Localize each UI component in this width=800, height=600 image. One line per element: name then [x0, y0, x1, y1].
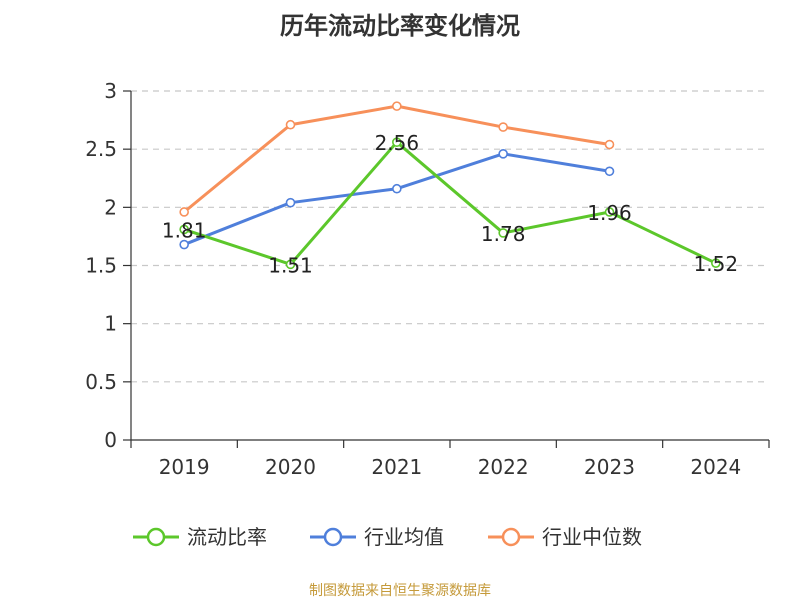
- data-point[interactable]: [498, 149, 508, 159]
- legend-marker-icon: [146, 527, 166, 547]
- legend-item[interactable]: 行业中位数: [488, 525, 642, 549]
- legend-item[interactable]: 行业均值: [310, 525, 444, 549]
- legend-item[interactable]: 流动比率: [133, 525, 267, 549]
- data-point[interactable]: [285, 259, 296, 270]
- data-label: 1.78: [481, 222, 526, 246]
- data-point[interactable]: [179, 207, 189, 217]
- series-line: [183, 104, 610, 214]
- x-tick-label: 2020: [265, 455, 316, 479]
- y-tick-label: 0.5: [85, 370, 117, 394]
- data-point[interactable]: [179, 239, 189, 250]
- data-label: 1.52: [694, 252, 739, 276]
- y-tick-label: 3: [104, 79, 117, 103]
- legend[interactable]: 流动比率 行业均值 行业中位数: [133, 525, 642, 549]
- source-note: 制图数据来自恒生聚源数据库: [309, 583, 491, 599]
- data-label: 1.96: [587, 201, 632, 225]
- data-point[interactable]: [711, 258, 721, 268]
- series-line: [183, 152, 610, 246]
- data-point[interactable]: [604, 166, 615, 177]
- data-point[interactable]: [392, 137, 402, 147]
- chart-title: 历年流动比率变化情况: [280, 12, 520, 40]
- legend-label: 行业均值: [364, 525, 444, 549]
- x-tick-label: 2023: [584, 455, 635, 479]
- data-labels: 1.81 1.51 2.56 1.78 1.96 1.52: [162, 131, 738, 277]
- data-point[interactable]: [285, 119, 296, 130]
- legend-marker-icon: [501, 527, 521, 547]
- data-point[interactable]: [604, 207, 615, 217]
- data-point[interactable]: [179, 224, 189, 235]
- series-lines: [179, 101, 721, 270]
- x-tick-label: 2022: [478, 455, 529, 479]
- legend-label: 流动比率: [187, 525, 267, 549]
- legend-marker-icon: [323, 527, 343, 547]
- data-point[interactable]: [604, 139, 615, 150]
- y-tick-label: 2.5: [85, 137, 117, 161]
- y-tick-label: 1: [104, 312, 117, 336]
- data-point[interactable]: [498, 228, 508, 238]
- data-label: 1.51: [268, 253, 313, 277]
- legend-label: 行业中位数: [542, 525, 642, 549]
- y-tick-label: 0: [104, 428, 117, 452]
- data-point[interactable]: [498, 122, 508, 132]
- data-label: 1.81: [162, 218, 207, 242]
- y-tick-label: 2: [104, 195, 117, 219]
- data-point[interactable]: [392, 183, 402, 194]
- series-line: [183, 140, 717, 266]
- grid-lines: [131, 90, 769, 383]
- x-tick-label: 2024: [690, 455, 741, 479]
- x-tick-label: 2021: [371, 455, 422, 479]
- x-tick-label: 2019: [159, 455, 210, 479]
- data-point[interactable]: [392, 101, 402, 111]
- y-tick-label: 1.5: [85, 254, 117, 278]
- data-label: 2.56: [375, 131, 420, 155]
- data-point[interactable]: [285, 197, 296, 208]
